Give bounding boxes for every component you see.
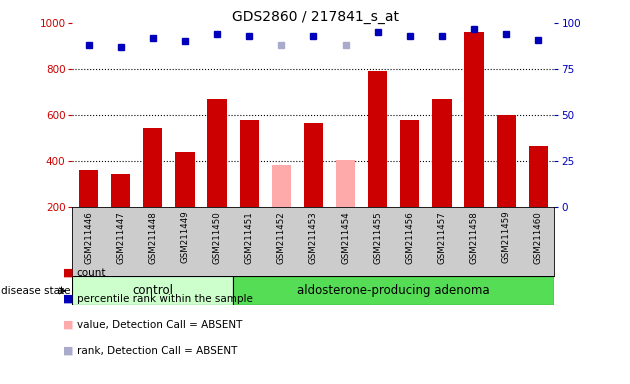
Text: control: control	[132, 285, 173, 297]
Bar	[239, 120, 259, 207]
Text: GSM211458: GSM211458	[469, 211, 479, 263]
Text: count: count	[77, 268, 106, 278]
Bar	[175, 152, 195, 207]
Text: GSM211457: GSM211457	[437, 211, 447, 263]
Bar	[79, 170, 98, 207]
Bar	[400, 120, 420, 207]
Text: GSM211452: GSM211452	[277, 211, 286, 263]
Text: disease state: disease state	[1, 286, 71, 296]
Text: GSM211455: GSM211455	[373, 211, 382, 263]
Text: value, Detection Call = ABSENT: value, Detection Call = ABSENT	[77, 320, 242, 330]
Bar	[336, 160, 355, 207]
Text: GSM211453: GSM211453	[309, 211, 318, 263]
Text: percentile rank within the sample: percentile rank within the sample	[77, 294, 253, 304]
Bar	[272, 165, 291, 207]
Text: aldosterone-producing adenoma: aldosterone-producing adenoma	[297, 285, 490, 297]
Text: GSM211449: GSM211449	[180, 211, 190, 263]
Text: ■: ■	[63, 294, 74, 304]
Bar	[72, 276, 233, 305]
Text: GDS2860 / 217841_s_at: GDS2860 / 217841_s_at	[231, 10, 399, 23]
Bar	[529, 146, 548, 207]
Bar	[111, 174, 130, 207]
Bar	[143, 128, 163, 207]
Text: GSM211460: GSM211460	[534, 211, 543, 263]
Bar	[432, 99, 452, 207]
Text: rank, Detection Call = ABSENT: rank, Detection Call = ABSENT	[77, 346, 238, 356]
Bar	[368, 71, 387, 207]
Text: GSM211451: GSM211451	[244, 211, 254, 263]
Text: GSM211446: GSM211446	[84, 211, 93, 263]
Bar	[496, 115, 516, 207]
Bar	[304, 123, 323, 207]
Text: GSM211456: GSM211456	[405, 211, 415, 263]
Text: ■: ■	[63, 320, 74, 330]
Text: GSM211448: GSM211448	[148, 211, 158, 263]
Text: GSM211454: GSM211454	[341, 211, 350, 263]
Text: ■: ■	[63, 346, 74, 356]
Bar	[233, 276, 554, 305]
Text: ■: ■	[63, 268, 74, 278]
Text: GSM211447: GSM211447	[116, 211, 125, 263]
Bar	[464, 32, 484, 207]
Text: GSM211450: GSM211450	[212, 211, 222, 263]
Bar	[207, 99, 227, 207]
Text: GSM211459: GSM211459	[501, 211, 511, 263]
